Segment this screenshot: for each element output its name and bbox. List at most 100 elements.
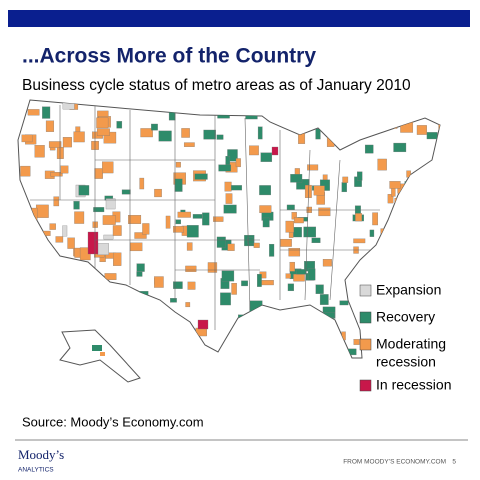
metro-area: [387, 194, 394, 204]
state-lines: [30, 105, 380, 330]
metro-area: [35, 204, 49, 218]
metro-area: [296, 179, 310, 190]
metro-area: [151, 309, 163, 318]
metro-area: [164, 101, 173, 108]
metro-area: [102, 215, 116, 225]
metro-area: [55, 236, 64, 243]
metro-area: [144, 333, 158, 342]
metro-area: [91, 298, 101, 312]
metro-area: [241, 280, 248, 287]
metro-area: [285, 273, 291, 279]
metro-area: [168, 107, 176, 121]
metro-area: [235, 158, 241, 168]
metro-area: [334, 330, 339, 340]
metro-area: [256, 354, 264, 358]
metro-area: [181, 128, 190, 138]
metro-area: [315, 284, 324, 294]
metro-area: [367, 298, 374, 304]
metro-area: [36, 294, 42, 305]
metro-area: [115, 301, 123, 309]
logo: Moody’s: [18, 447, 64, 462]
metro-area: [245, 108, 258, 120]
page-number: 5: [452, 459, 456, 466]
metro-area: [246, 328, 258, 337]
metro-area: [408, 274, 421, 281]
metro-area: [26, 243, 36, 255]
metro-area: [96, 117, 109, 129]
metro-area: [377, 158, 387, 171]
metro-area: [19, 104, 27, 112]
metro-area: [62, 137, 72, 148]
metro-area: [293, 273, 305, 282]
metro-area: [216, 134, 224, 140]
metro-area: [175, 161, 181, 168]
metro-area: [257, 126, 263, 140]
metro-area: [53, 196, 60, 207]
source: Source: Moody’s Economy.com: [22, 414, 204, 429]
metro-area: [73, 201, 80, 210]
metro-area: [34, 145, 45, 158]
metro-area: [439, 204, 440, 218]
metro-area: [364, 144, 374, 154]
metro-area: [78, 315, 83, 327]
metro-area: [139, 177, 145, 190]
metro-area: [113, 312, 119, 319]
metro-area: [313, 185, 325, 196]
metro-area: [87, 231, 99, 255]
metro-area: [154, 188, 162, 198]
metro-area: [341, 331, 346, 341]
metro-area: [78, 185, 90, 196]
metro-area: [100, 352, 105, 356]
metro-area: [220, 292, 231, 306]
metro-area: [42, 106, 51, 119]
metro-area: [185, 302, 191, 308]
metro-area: [56, 147, 64, 159]
metro-area: [350, 109, 361, 122]
footer-credit: FROM MOODY’S ECONOMY.COM: [343, 459, 446, 466]
metro-area: [48, 141, 62, 148]
metro-area: [158, 130, 172, 142]
metro-area: [372, 212, 379, 226]
metro-area: [249, 322, 261, 333]
metro-area: [280, 238, 292, 247]
metro-area: [434, 265, 440, 271]
metro-area: [49, 223, 56, 230]
metro-area: [288, 248, 301, 257]
metro-area: [286, 204, 295, 211]
metro-area: [93, 207, 105, 213]
legend-swatch: [359, 284, 372, 297]
metro-area: [328, 100, 334, 106]
metro-area: [259, 205, 272, 214]
metro-area: [52, 302, 62, 316]
metro-area: [30, 229, 39, 236]
metro-area: [322, 174, 328, 181]
metro-area: [162, 347, 170, 358]
metro-area: [68, 316, 75, 330]
metro-area: [29, 264, 40, 270]
metro-area: [438, 303, 440, 316]
metro-area: [382, 260, 394, 274]
metro-area: [259, 185, 271, 196]
metro-area: [105, 198, 116, 210]
metro-area: [19, 233, 32, 239]
metro-area: [261, 280, 274, 286]
metro-area: [21, 134, 33, 143]
metro-area: [356, 359, 368, 366]
metro-area: [154, 276, 164, 288]
metro-area: [363, 104, 372, 117]
metro-area: [142, 223, 150, 235]
metro-area: [80, 310, 92, 323]
metro-area: [355, 213, 363, 222]
legend: Expansion Recovery Moderating recession In r…: [359, 282, 451, 393]
metro-area: [406, 170, 411, 178]
title: ...Across More of the Country: [22, 45, 316, 68]
metro-area: [260, 152, 273, 162]
metro-area: [50, 172, 63, 177]
metro-area: [83, 311, 91, 325]
metro-area: [298, 131, 306, 144]
metro-area: [71, 297, 82, 304]
metro-area: [296, 269, 307, 275]
metro-area: [411, 213, 416, 223]
metro-area: [289, 261, 295, 272]
